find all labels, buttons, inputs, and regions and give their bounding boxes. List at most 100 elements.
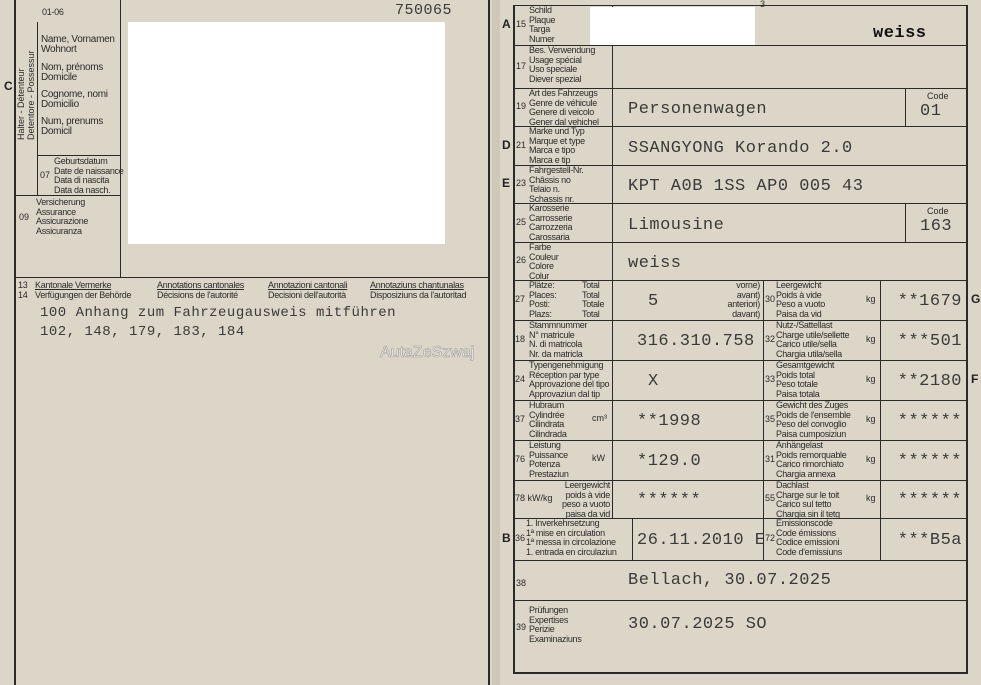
field-unit: kg xyxy=(866,493,876,503)
code-value: 01 xyxy=(920,102,942,121)
field-unit: kg xyxy=(866,334,876,344)
field-value: ****** xyxy=(637,491,702,510)
table-border xyxy=(966,5,968,673)
field-number: 39 xyxy=(516,622,527,632)
column-divider xyxy=(880,518,881,560)
field-label: Leistung Puissance Potenza Prestaziun xyxy=(529,440,569,479)
seats-front-label: vorne) avant) anteriori) davant) xyxy=(727,280,760,319)
field-value: **1679 xyxy=(897,292,962,311)
row-divider xyxy=(513,480,966,481)
field-number: 27 xyxy=(515,294,526,304)
field-number: 31 xyxy=(765,454,776,464)
field-number: 15 xyxy=(516,19,527,29)
redacted-plate-number xyxy=(590,7,755,45)
field-value: Limousine xyxy=(628,215,725,235)
form-code: 01-06 xyxy=(42,7,64,17)
field-value: KPT A0B 1SS AP0 005 43 xyxy=(628,177,864,196)
watermark: AutaZeSzwaj xyxy=(380,344,475,362)
column-divider xyxy=(612,203,613,242)
row-divider xyxy=(513,165,966,166)
field-number: 19 xyxy=(516,101,527,111)
field-value: ***501 xyxy=(897,332,962,351)
left-page: 01-06 750065 C Halter - Détenteur Detent… xyxy=(0,0,492,685)
right-page xyxy=(500,0,981,685)
annotation-rm: Annotaziuns chantunalas Disposiziuns da l… xyxy=(370,280,467,300)
code-divider xyxy=(905,88,906,126)
side-letter: G xyxy=(971,292,981,306)
field-value: **1998 xyxy=(637,412,702,431)
row-divider xyxy=(513,242,966,243)
row-divider xyxy=(513,518,966,519)
row-divider xyxy=(513,440,966,441)
annotation-sub: Decisioni dell'autorità xyxy=(268,289,346,300)
row-divider xyxy=(513,400,966,401)
column-divider xyxy=(880,360,881,400)
code-header: Code xyxy=(927,206,949,216)
remark-line: 102, 148, 179, 183, 184 xyxy=(40,324,245,340)
annotation-de: Kantonale Vermerke Verfügungen der Behörd… xyxy=(35,280,132,300)
table-border xyxy=(513,5,515,673)
code-value: 163 xyxy=(920,217,953,236)
holder-name-label: Cognome, nomi Domicilio xyxy=(41,89,108,110)
row-divider xyxy=(513,203,966,204)
field-number: 21 xyxy=(516,139,527,150)
column-divider xyxy=(612,165,613,203)
serial-number: 750065 xyxy=(395,2,453,19)
column-divider xyxy=(763,280,764,320)
field-value: ****** xyxy=(897,412,962,431)
field-label: Farbe Couleur Colore Colur xyxy=(529,242,559,281)
column-divider xyxy=(612,440,613,480)
field-unit: kg xyxy=(866,414,876,424)
annotation-title: Annotaziuns chantunalas xyxy=(370,280,464,290)
field-number: 18 xyxy=(515,334,526,344)
field-value: 5 xyxy=(648,292,659,311)
field-number: 35 xyxy=(765,414,776,424)
inspection-value: 30.07.2025 SO xyxy=(628,615,768,634)
annotation-fr: Annotations cantonales Décisions de l'aut… xyxy=(157,280,244,300)
field-number: 55 xyxy=(765,493,776,503)
field-number: 24 xyxy=(515,374,526,384)
code-header: Code xyxy=(927,91,949,101)
column-divider xyxy=(612,126,613,165)
field-label: Anhängelast Poids remorquable Carico rim… xyxy=(776,440,847,479)
field-number: 38 xyxy=(516,578,527,588)
column-divider xyxy=(612,242,613,280)
field-number: 37 xyxy=(515,414,526,424)
field-value: weiss xyxy=(628,254,682,273)
field-label: Plätze: Places: Posti: Plazs: xyxy=(529,280,557,319)
field-value: ***B5a xyxy=(897,531,962,550)
holder-name-label: Nom, prénoms Domicile xyxy=(41,62,103,83)
birth-date-label: Geburtsdatum Date de naissance Data di n… xyxy=(54,156,124,195)
field-label: Leergewicht Poids à vide Peso a vuoto Pa… xyxy=(776,280,825,319)
table-border xyxy=(513,672,968,674)
row-divider xyxy=(513,360,966,361)
remark-line: 100 Anhang zum Fahrzeugausweis mitführen xyxy=(40,305,397,321)
redacted-holder-area xyxy=(128,22,445,244)
column-divider xyxy=(880,400,881,440)
row-divider xyxy=(513,560,966,561)
field-label: Emissionscode Code émissions Codice emis… xyxy=(776,518,842,557)
annotation-it: Annotazioni cantonali Decisioni dell'auto… xyxy=(268,280,348,300)
field-label: Hubraum Cylindrée Cilindrata Cilindrada xyxy=(529,400,567,439)
column-divider xyxy=(612,360,613,400)
annotation-sub: Décisions de l'autorité xyxy=(157,289,238,300)
field-label: Dachlast Charge sur le toit Carico sul t… xyxy=(776,480,840,519)
field-label: Gewicht des Zuges Poids de l'ensemble Pe… xyxy=(776,400,851,439)
column-divider xyxy=(763,360,764,400)
annotation-title: Annotazioni cantonali xyxy=(268,280,348,290)
annotation-sub: Verfügungen der Behörde xyxy=(35,289,132,300)
side-letter: D xyxy=(502,137,511,152)
field-unit: kW xyxy=(592,453,605,463)
annotation-title: Annotations cantonales xyxy=(157,280,244,290)
column-divider xyxy=(612,320,613,360)
field-label: Fahrgestell-Nr. Châssis no Telaio n. Sch… xyxy=(529,165,584,204)
field-label: Schild Plaque Targa Numer xyxy=(529,5,556,44)
row-divider xyxy=(513,45,966,46)
insurance-label: Versicherung Assurance Assicurazione Ass… xyxy=(36,197,89,236)
field-label: Karosserie Carrosserie Carrozzeria Caros… xyxy=(529,203,573,242)
holder-vertical-label: Halter - Détenteur xyxy=(16,68,26,140)
annotation-sub: Disposiziuns da l'autoritad xyxy=(370,289,467,300)
field-label: 1. Inverkehrsetzung 1ª mise en circulati… xyxy=(526,518,617,557)
insurance-field-number: 09 xyxy=(19,212,30,222)
